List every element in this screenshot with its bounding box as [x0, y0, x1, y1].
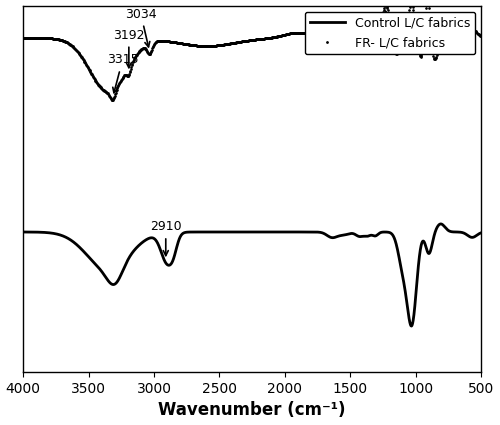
Text: 2910: 2910 [150, 220, 182, 255]
Text: 3034: 3034 [125, 8, 156, 47]
Text: 3315: 3315 [107, 54, 138, 93]
Text: 912: 912 [0, 424, 1, 425]
Legend: Control L/C fabrics, FR- L/C fabrics: Control L/C fabrics, FR- L/C fabrics [304, 12, 475, 54]
Text: 3192: 3192 [113, 28, 144, 68]
Text: 1229: 1229 [370, 11, 402, 45]
Text: 1036: 1036 [0, 424, 1, 425]
X-axis label: Wavenumber (cm⁻¹): Wavenumber (cm⁻¹) [158, 402, 346, 419]
